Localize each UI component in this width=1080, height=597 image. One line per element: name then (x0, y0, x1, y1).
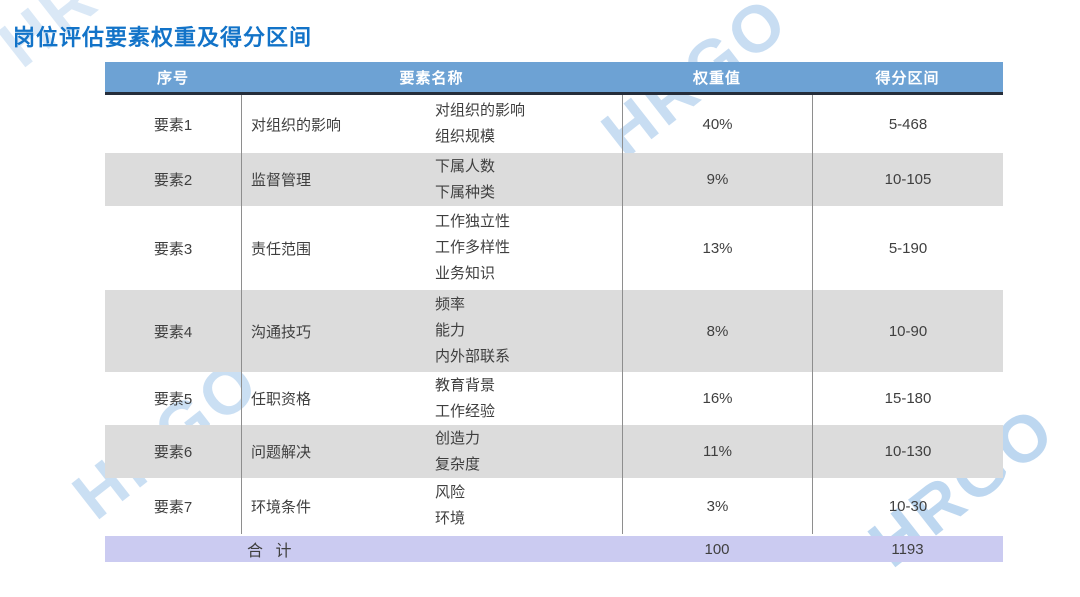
sub-factor: 工作独立性 (435, 213, 511, 230)
sub-factor: 频率 (435, 296, 466, 313)
footer-weight-total: 100 (704, 540, 730, 558)
table-row: 要素1 对组织的影响 对组织的影响 组织规模 40% 5-468 (105, 95, 1003, 153)
header-cell-weight: 权重值 (692, 69, 741, 87)
cell-weight: 40% (622, 95, 812, 153)
cell-factor-name: 责任范围 工作独立性工作多样性业务知识 (241, 206, 622, 290)
cell-score-range: 10-90 (812, 290, 1003, 372)
sub-factor: 创造力 (435, 429, 481, 447)
cell-weight: 13% (622, 206, 812, 290)
sub-factor: 教育背景 (435, 376, 496, 394)
cell-factor-index: 要素2 (153, 172, 193, 189)
sub-factor: 环境 (435, 510, 466, 527)
cell-weight: 3% (622, 478, 812, 534)
table-row: 要素5 任职资格 教育背景工作经验 16% 15-180 (105, 372, 1003, 425)
sub-factor: 组织规模 (435, 128, 496, 145)
cell-factor-index: 要素5 (153, 391, 193, 408)
cell-score-range: 5-190 (812, 206, 1003, 290)
table-row: 要素7 环境条件 风险环境 3% 10-30 (105, 478, 1003, 534)
footer-label: 合 计 (247, 543, 292, 560)
sub-factor: 工作经验 (435, 402, 496, 420)
cell-score-range: 15-180 (812, 372, 1003, 425)
cell-weight: 8% (622, 290, 812, 372)
table-row: 要素3 责任范围 工作独立性工作多样性业务知识 13% 5-190 (105, 206, 1003, 290)
factor-name: 环境条件 (251, 498, 312, 516)
sub-factor-list: 风险 环境 (435, 480, 465, 532)
cell-factor-name: 问题解决 创造力复杂度 (241, 425, 622, 478)
cell-score-range: 10-105 (812, 153, 1003, 206)
sub-factor: 业务知识 (435, 265, 496, 282)
sub-factor: 下属人数 (435, 157, 496, 175)
sub-factor-list: 下属人数 下属种类 (435, 154, 495, 206)
factor-name: 监督管理 (251, 172, 312, 189)
header-cell-factor-name: 要素名称 (399, 69, 464, 87)
cell-score-range: 10-30 (812, 478, 1003, 534)
sub-factor: 复杂度 (435, 455, 481, 473)
sub-factor: 对组织的影响 (435, 102, 526, 119)
cell-score-range: 10-130 (812, 425, 1003, 478)
evaluation-table: 序号 要素名称 权重值 得分区间 要素1 对组织的影响 对组织的影响 组织规模 4… (105, 62, 1003, 562)
footer-range-total: 1193 (891, 540, 924, 558)
table-body: 要素1 对组织的影响 对组织的影响 组织规模 40% 5-468 要素2 监督管理… (105, 95, 1003, 534)
table-row: 要素4 沟通技巧 频率能力内外部联系 8% 10-90 (105, 290, 1003, 372)
header-cell-score-range: 得分区间 (875, 69, 940, 87)
sub-factor-list: 频率 能力 内外部联系 (435, 292, 510, 370)
table-row: 要素2 监督管理 下属人数下属种类 9% 10-105 (105, 153, 1003, 206)
cell-factor-index: 要素3 (153, 240, 193, 258)
cell-weight: 11% (622, 425, 812, 478)
factor-name: 沟通技巧 (251, 323, 312, 341)
table-row: 要素6 问题解决 创造力复杂度 11% 10-130 (105, 425, 1003, 478)
sub-factor: 能力 (435, 322, 466, 339)
sub-factor-list: 创造力 复杂度 (435, 426, 480, 478)
cell-factor-index: 要素1 (153, 116, 193, 134)
sub-factor: 下属种类 (435, 183, 496, 201)
cell-score-range: 5-468 (812, 95, 1003, 153)
factor-name: 问题解决 (251, 444, 312, 461)
sub-factor: 内外部联系 (435, 348, 511, 365)
cell-factor-index: 要素4 (153, 323, 193, 341)
cell-factor-index: 要素6 (153, 444, 193, 461)
cell-weight: 9% (622, 153, 812, 206)
factor-name: 对组织的影响 (251, 116, 342, 134)
table-header: 序号 要素名称 权重值 得分区间 (105, 62, 1003, 95)
cell-factor-name: 任职资格 教育背景工作经验 (241, 372, 622, 425)
table-footer: 合 计 100 1193 (105, 536, 1003, 562)
sub-factor-list: 教育背景 工作经验 (435, 373, 495, 425)
cell-factor-name: 沟通技巧 频率能力内外部联系 (241, 290, 622, 372)
factor-name: 责任范围 (251, 240, 312, 258)
sub-factor: 风险 (435, 484, 466, 501)
factor-name: 任职资格 (251, 391, 312, 408)
cell-factor-name: 环境条件 风险环境 (241, 478, 622, 534)
sub-factor: 工作多样性 (435, 239, 511, 256)
header-cell-index: 序号 (156, 69, 189, 87)
sub-factor-list: 工作独立性工作多样性业务知识 (435, 209, 510, 287)
cell-weight: 16% (622, 372, 812, 425)
cell-factor-name: 监督管理 下属人数下属种类 (241, 153, 622, 206)
page-title: 岗位评估要素权重及得分区间 (13, 25, 313, 50)
sub-factor-list: 对组织的影响 组织规模 (435, 98, 525, 150)
cell-factor-name: 对组织的影响 对组织的影响 组织规模 (241, 95, 622, 153)
cell-factor-index: 要素7 (153, 498, 193, 516)
